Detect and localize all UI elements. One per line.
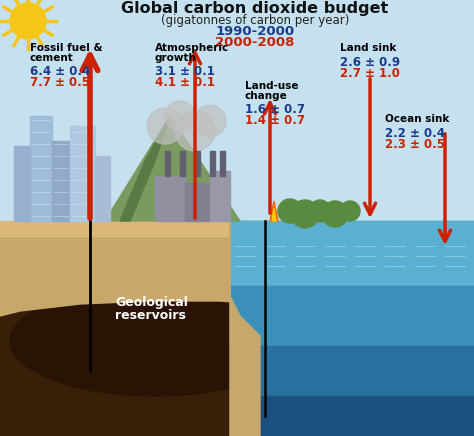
Bar — [95, 156, 110, 221]
Text: growth: growth — [155, 53, 197, 63]
Text: Global carbon dioxide budget: Global carbon dioxide budget — [121, 1, 389, 16]
Text: 1.6 ± 0.7: 1.6 ± 0.7 — [245, 103, 305, 116]
Bar — [230, 346, 474, 396]
Polygon shape — [230, 221, 260, 436]
Text: Atmospheric: Atmospheric — [155, 43, 229, 53]
Polygon shape — [230, 221, 474, 236]
Bar — [0, 56, 474, 70]
Text: 1990-2000: 1990-2000 — [216, 25, 294, 38]
Bar — [230, 286, 474, 346]
Circle shape — [194, 105, 226, 137]
Text: change: change — [245, 91, 288, 101]
Bar — [230, 396, 474, 436]
Text: Land sink: Land sink — [340, 43, 396, 53]
Bar — [0, 70, 474, 84]
Bar — [210, 151, 215, 176]
Bar — [155, 176, 185, 221]
Polygon shape — [272, 208, 276, 221]
Text: 7.7 ± 0.5: 7.7 ± 0.5 — [30, 76, 90, 89]
Circle shape — [322, 201, 348, 227]
Text: (gigatonnes of carbon per year): (gigatonnes of carbon per year) — [161, 14, 349, 27]
Bar — [0, 196, 474, 210]
Bar — [0, 140, 474, 154]
Ellipse shape — [10, 286, 300, 396]
Polygon shape — [120, 116, 170, 221]
Bar — [165, 151, 170, 176]
Bar — [0, 224, 474, 238]
Circle shape — [165, 101, 195, 131]
Text: reservoirs: reservoirs — [115, 309, 186, 322]
Bar — [0, 98, 474, 112]
Circle shape — [340, 201, 360, 221]
Circle shape — [278, 199, 302, 223]
Circle shape — [309, 200, 331, 222]
Bar — [0, 154, 474, 168]
Bar — [210, 171, 230, 221]
Circle shape — [10, 3, 46, 39]
Bar — [0, 126, 474, 140]
Bar — [0, 112, 474, 126]
Text: 3.1 ± 0.1: 3.1 ± 0.1 — [155, 65, 215, 78]
Bar — [0, 28, 474, 42]
Bar — [0, 14, 474, 28]
Text: 2.6 ± 0.9: 2.6 ± 0.9 — [340, 56, 400, 69]
Bar — [0, 84, 474, 98]
Bar — [30, 116, 52, 221]
Circle shape — [291, 200, 319, 228]
Bar — [0, 252, 474, 266]
Bar — [0, 0, 474, 221]
Text: 2.2 ± 0.4: 2.2 ± 0.4 — [385, 127, 445, 140]
Bar — [185, 183, 210, 221]
Text: 2000-2008: 2000-2008 — [215, 36, 295, 49]
Bar — [0, 0, 474, 14]
Text: Fossil fuel &: Fossil fuel & — [30, 43, 102, 53]
Bar — [0, 238, 474, 252]
Bar — [52, 141, 70, 221]
Text: 2.3 ± 0.5: 2.3 ± 0.5 — [385, 138, 445, 151]
Text: cement: cement — [30, 53, 74, 63]
Text: Geological: Geological — [115, 296, 188, 309]
Text: Ocean sink: Ocean sink — [385, 114, 449, 124]
Polygon shape — [0, 268, 320, 316]
Bar — [0, 168, 474, 182]
Circle shape — [175, 111, 215, 151]
Polygon shape — [0, 281, 320, 436]
Polygon shape — [105, 116, 240, 221]
Text: 2.7 ± 1.0: 2.7 ± 1.0 — [340, 67, 400, 80]
Bar — [0, 182, 474, 196]
Bar — [0, 236, 474, 436]
Text: Land-use: Land-use — [245, 81, 299, 91]
Text: 6.4 ± 0.4: 6.4 ± 0.4 — [30, 65, 90, 78]
Bar — [180, 151, 185, 176]
Bar — [230, 221, 474, 286]
Text: 1.4 ± 0.7: 1.4 ± 0.7 — [245, 114, 305, 127]
Polygon shape — [230, 221, 474, 436]
Bar — [14, 146, 30, 221]
Bar — [0, 210, 474, 224]
Bar — [195, 151, 200, 176]
Bar — [70, 126, 95, 221]
Polygon shape — [270, 201, 278, 221]
Bar — [0, 42, 474, 56]
Polygon shape — [0, 221, 280, 236]
Circle shape — [147, 108, 183, 144]
Text: 4.1 ± 0.1: 4.1 ± 0.1 — [155, 76, 215, 89]
Bar — [220, 151, 225, 176]
